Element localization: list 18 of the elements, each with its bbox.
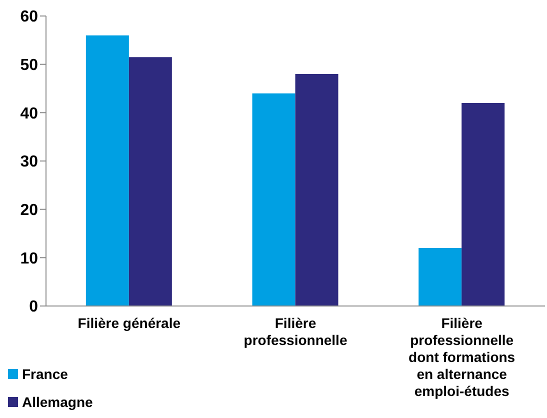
bar [418,248,462,306]
bar [86,35,129,306]
bar [295,74,338,306]
legend-label: Allemagne [22,394,93,410]
x-tick-label: Filière professionnelle dont formations en alternance emploi-études [408,315,516,399]
y-tick-label: 10 [20,250,38,268]
y-tick-label: 30 [20,154,38,171]
y-tick-label: 50 [20,57,38,74]
x-tick-label: Filière générale [78,315,181,331]
y-tick-label: 20 [20,202,38,220]
bar [128,57,172,306]
y-tick-label: 0 [29,298,38,316]
x-tick-label: Filière professionnelle [244,315,348,348]
bar [252,93,296,306]
bar [462,103,505,306]
y-tick-label: 60 [20,8,38,26]
legend-label: France [22,366,68,382]
y-tick-label: 40 [20,105,38,122]
